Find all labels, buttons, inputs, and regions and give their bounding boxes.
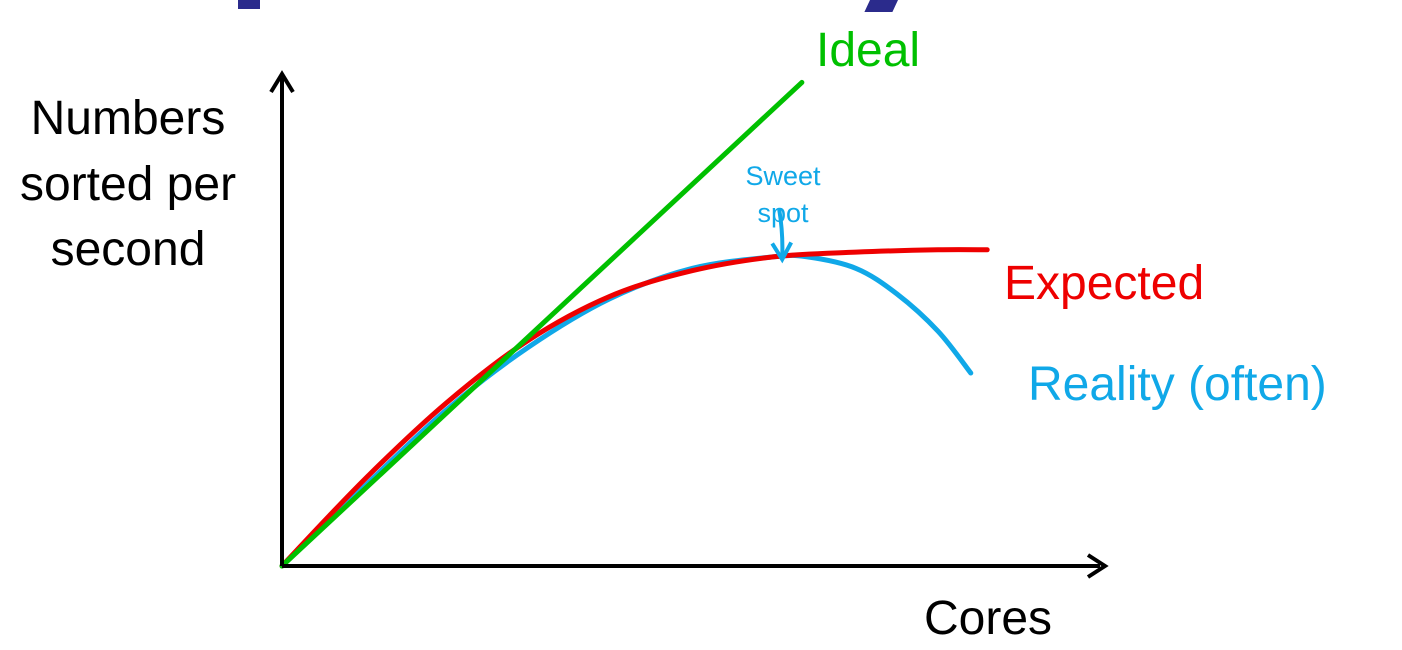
sweet-spot-arrowhead [770, 241, 793, 264]
axes-layer [269, 70, 1109, 579]
series-line-reality-often [279, 252, 974, 569]
series-line-expected [279, 247, 990, 569]
legend-label-reality: Reality (often) [1028, 358, 1327, 411]
title-glyph-fragment [864, 0, 898, 12]
y-axis-label-line-3: second [51, 223, 206, 276]
annotation-layer [770, 209, 793, 264]
y-axis-arrowhead [269, 70, 295, 94]
y-axis-label-line-1: Numbers [31, 92, 226, 145]
x-axis-arrowhead [1086, 553, 1109, 579]
title-glyph-fragment [238, 0, 260, 9]
legend-label-ideal: Ideal [816, 24, 920, 77]
legend-label-expected: Expected [1004, 257, 1204, 310]
annotation-sweet-spot-line-1: Sweet [745, 161, 821, 191]
cropped-title-glyphs [238, 0, 898, 12]
cropped-title-fragment [0, 0, 1402, 14]
series-line-ideal [279, 79, 805, 569]
series-layer [279, 79, 990, 569]
y-axis-label-line-2: sorted per [20, 158, 236, 211]
annotation-sweet-spot-line-2: spot [757, 198, 809, 228]
x-axis-label: Cores [924, 592, 1052, 645]
sweet-spot-arrow [777, 209, 785, 258]
